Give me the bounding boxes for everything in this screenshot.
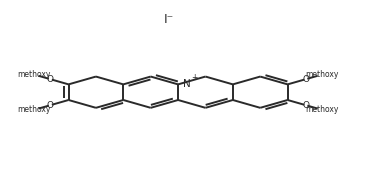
Text: methoxy: methoxy [17,105,50,114]
Text: methoxy: methoxy [17,70,50,79]
Text: N: N [183,79,190,89]
Text: O: O [46,74,53,84]
Text: O: O [303,101,310,110]
Text: O: O [303,74,310,84]
Text: O: O [46,101,53,110]
Text: I⁻: I⁻ [163,13,173,26]
Text: +: + [192,73,198,82]
Text: methoxy: methoxy [306,70,339,79]
Text: methoxy: methoxy [306,105,339,114]
